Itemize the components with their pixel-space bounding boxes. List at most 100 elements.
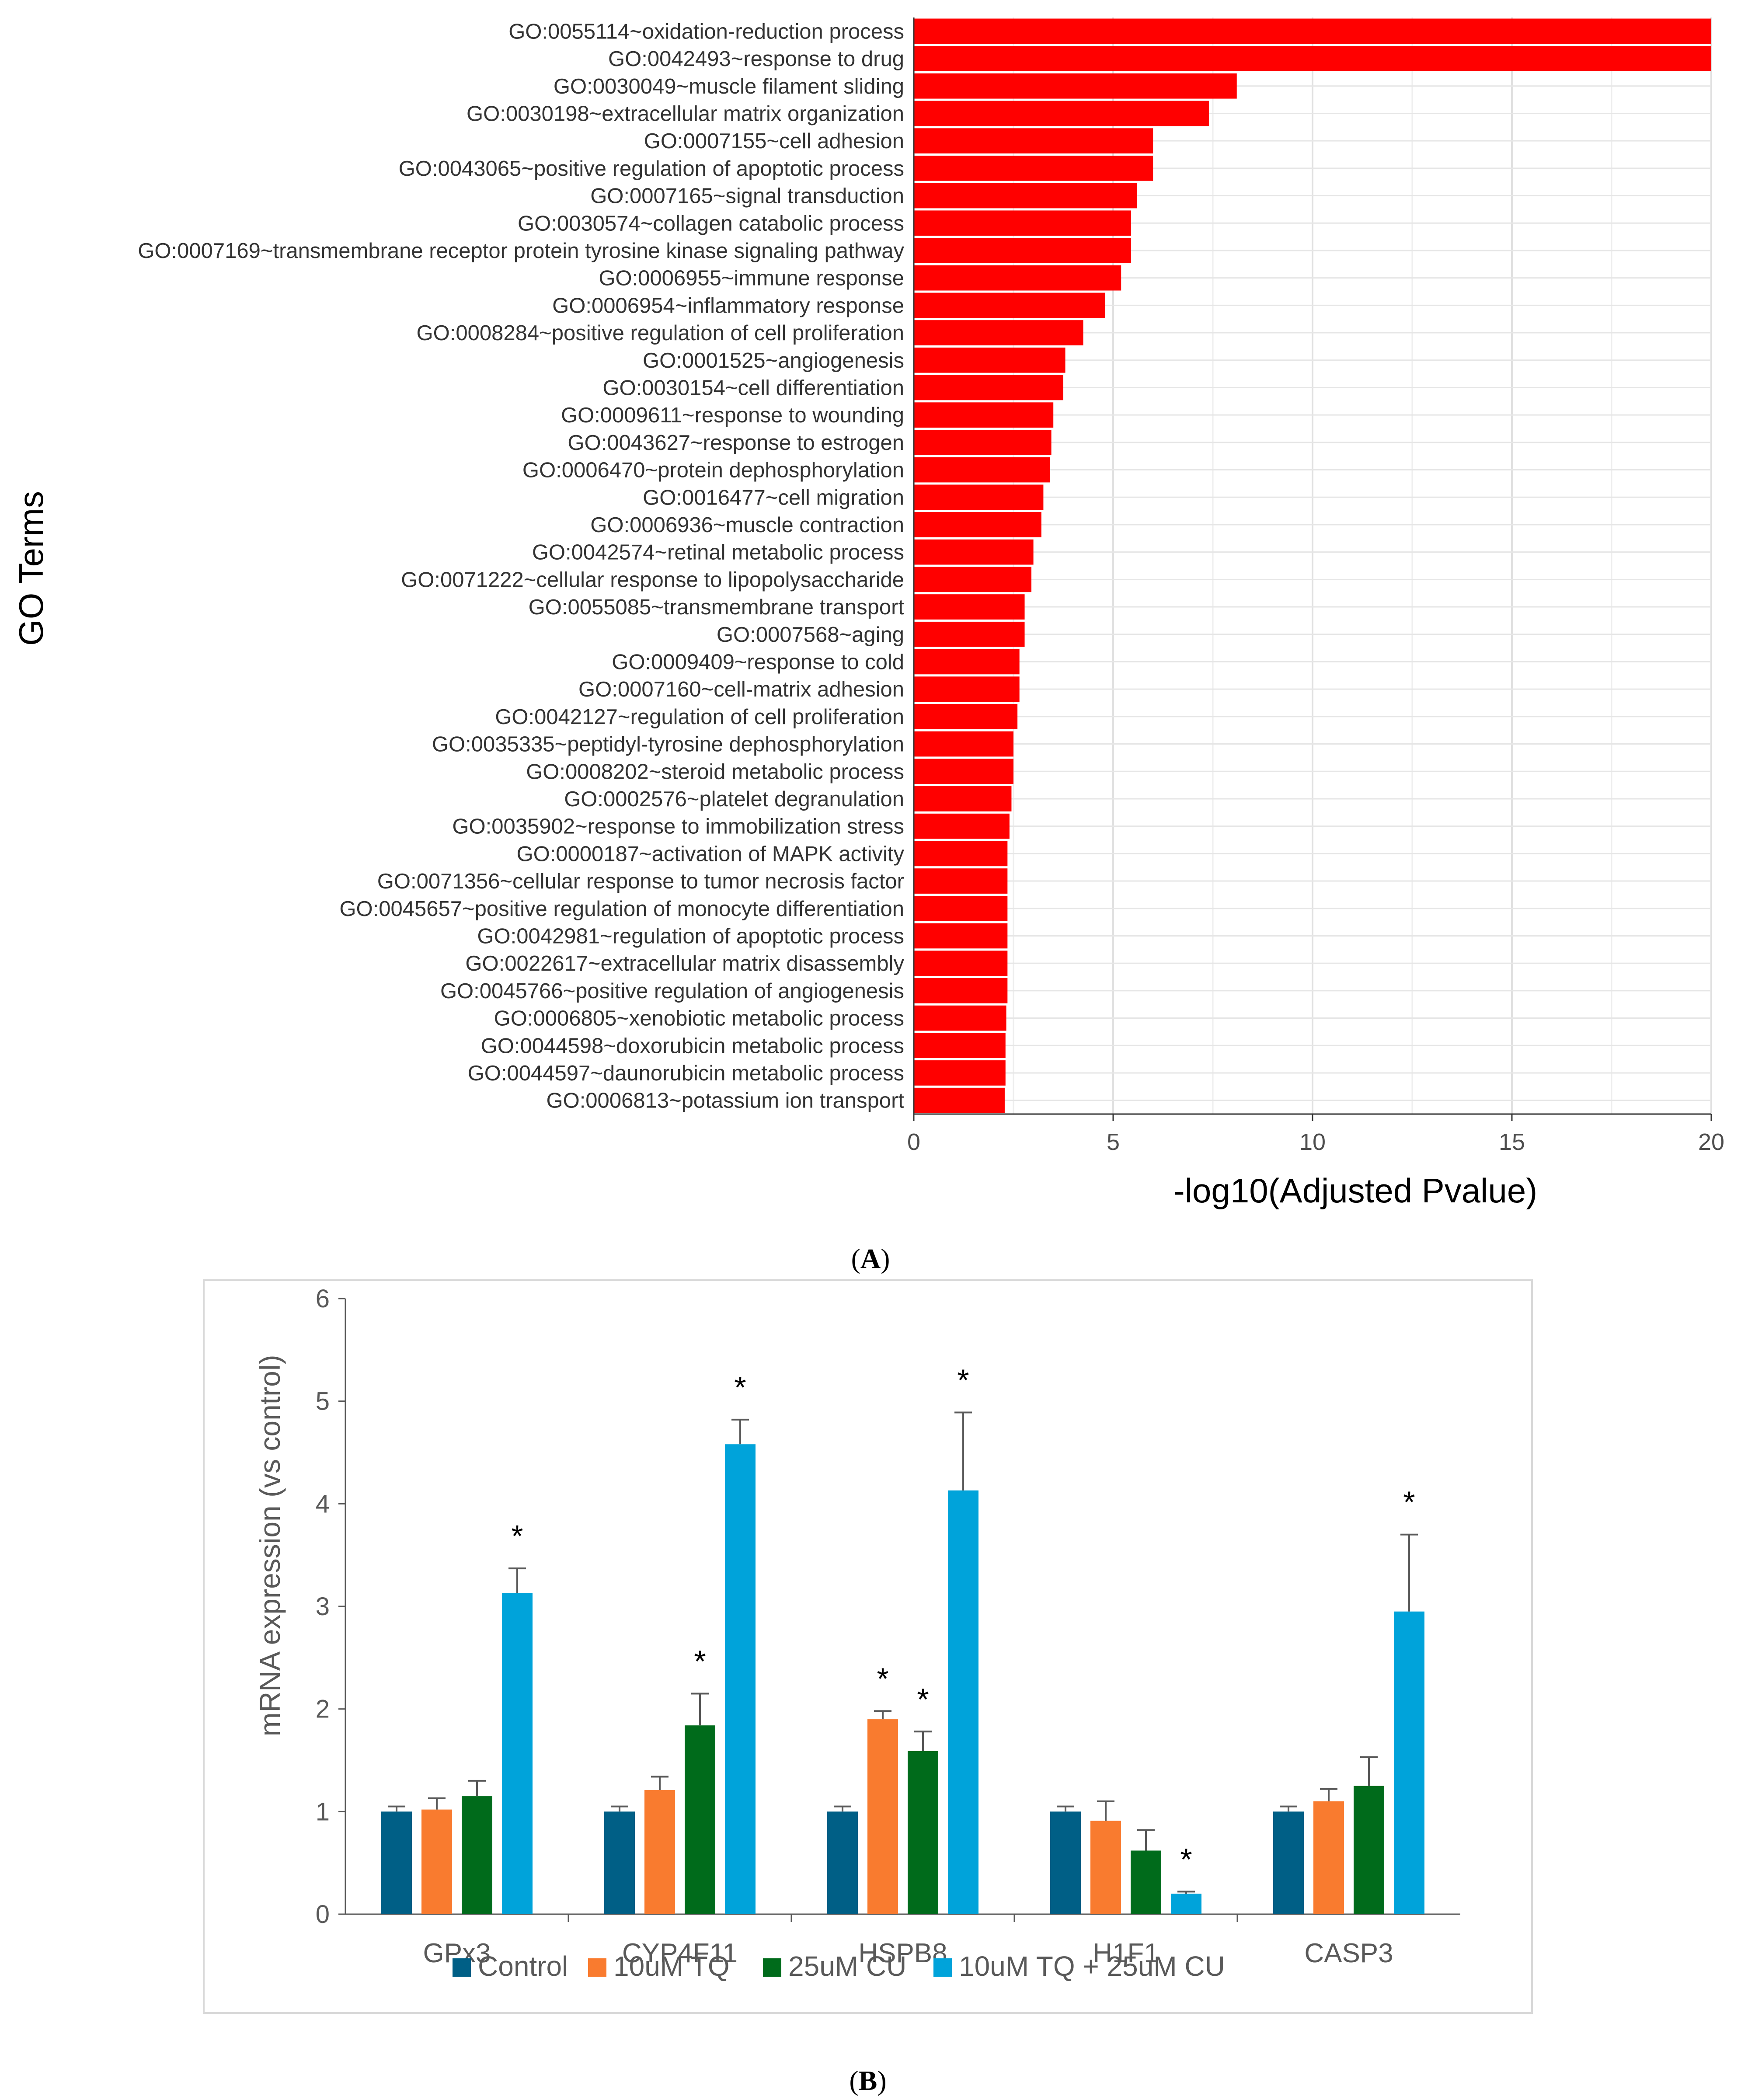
bar (914, 210, 1132, 236)
x-tick-label: 10 (1299, 1129, 1326, 1155)
bar (948, 1490, 978, 1914)
bar (914, 868, 1008, 894)
y-tick-label: 1 (316, 1797, 330, 1826)
category-label: GO:0007155~cell adhesion (644, 129, 904, 153)
bar (914, 347, 1065, 373)
bar (914, 594, 1025, 620)
bar (914, 841, 1008, 867)
panel-b-bars: * * * * * * * * (381, 1363, 1424, 1914)
bar (421, 1809, 452, 1914)
panel-b-y-axis-title: mRNA expression (vs control) (254, 1355, 286, 1737)
bar (914, 978, 1008, 1003)
bar (914, 320, 1083, 345)
category-label: GO:0055114~oxidation-reduction process (508, 20, 904, 43)
bar (914, 895, 1008, 921)
bar (1050, 1811, 1081, 1914)
category-label: GO:0009611~response to wounding (561, 404, 904, 427)
y-tick-label: 2 (316, 1695, 330, 1724)
bar (914, 1060, 1006, 1086)
x-tick-label: 15 (1499, 1129, 1525, 1155)
category-label: GO:0030574~collagen catabolic process (518, 212, 904, 235)
category-label: GO:0016477~cell migration (643, 486, 904, 509)
bar (1313, 1801, 1344, 1914)
bar (1090, 1821, 1121, 1914)
panel-a-bars (914, 18, 1711, 1113)
category-label: GO:0030198~extracellular matrix organiza… (467, 102, 904, 125)
category-label: GO:0044597~daunorubicin metabolic proces… (468, 1062, 904, 1085)
x-category-label: H1F1 (1093, 1938, 1159, 1968)
panel-a-chart: GO:0055114~oxidation-reduction process GO… (12, 17, 1724, 1274)
category-label: GO:0035335~peptidyl-tyrosine dephosphory… (432, 733, 904, 756)
bar (914, 375, 1063, 400)
category-label: GO:0030049~muscle filament sliding (554, 75, 904, 98)
legend-label: 25uM CU (788, 1950, 906, 1982)
category-label: GO:0044598~doxorubicin metabolic process (481, 1034, 904, 1058)
legend-swatch (763, 1958, 781, 1977)
y-tick-label: 6 (316, 1285, 330, 1313)
bar (462, 1796, 492, 1914)
category-label: GO:0006936~muscle contraction (590, 513, 904, 537)
bar (914, 759, 1013, 784)
category-label: GO:0007169~transmembrane receptor protei… (138, 239, 904, 263)
category-label: GO:0043627~response to estrogen (568, 431, 904, 455)
bar (914, 457, 1050, 483)
bar (685, 1725, 715, 1914)
bar (914, 402, 1054, 428)
panel-b-caption-letter: B (859, 2065, 877, 2096)
bar (914, 512, 1041, 537)
bar (1394, 1611, 1424, 1914)
bar (914, 676, 1020, 702)
category-label: GO:0055085~transmembrane transport (529, 596, 905, 619)
x-tick-label: 20 (1698, 1129, 1724, 1155)
bar (914, 951, 1008, 976)
category-label: GO:0030154~cell differentiation (602, 376, 904, 400)
significance-asterisk: * (511, 1519, 523, 1553)
bar (914, 128, 1153, 153)
category-label: GO:0007160~cell-matrix adhesion (578, 678, 904, 701)
x-category-label: HSPB8 (858, 1938, 947, 1968)
category-label: GO:0006805~xenobiotic metabolic process (494, 1007, 904, 1031)
category-label: GO:0022617~extracellular matrix disassem… (465, 952, 904, 975)
category-label: GO:0006954~inflammatory response (552, 294, 904, 317)
bar (914, 813, 1010, 839)
category-label: GO:0002576~platelet degranulation (564, 787, 904, 811)
category-label: GO:0007165~signal transduction (590, 185, 904, 208)
bar (914, 1087, 1005, 1113)
legend-swatch (453, 1958, 471, 1977)
category-label: GO:0042493~response to drug (608, 47, 904, 71)
panel-a-y-axis-title: GO Terms (12, 491, 50, 646)
category-label: GO:0071356~cellular response to tumor ne… (377, 870, 904, 893)
panel-a-x-ticks: 0 5 10 15 20 (907, 1114, 1724, 1155)
significance-asterisk: * (877, 1661, 888, 1696)
bar (914, 430, 1052, 455)
category-label: GO:0042981~regulation of apoptotic proce… (477, 924, 904, 948)
x-category-label: CASP3 (1304, 1938, 1393, 1968)
bar (867, 1719, 898, 1914)
y-tick-label: 3 (316, 1592, 330, 1621)
category-label: GO:0001525~angiogenesis (643, 349, 904, 373)
x-tick-label: 5 (1107, 1129, 1120, 1155)
bar (381, 1811, 412, 1914)
bar (1273, 1811, 1304, 1914)
y-tick-label: 5 (316, 1387, 330, 1416)
bar (914, 46, 1711, 71)
category-label: GO:0042574~retinal metabolic process (532, 541, 904, 564)
y-tick-label: 4 (316, 1490, 330, 1518)
category-label: GO:0071222~cellular response to lipopoly… (401, 568, 904, 592)
significance-asterisk: * (1403, 1485, 1415, 1519)
bar (914, 649, 1020, 675)
x-category-label: CYP4F11 (622, 1938, 738, 1968)
bar (914, 621, 1025, 647)
bar (914, 293, 1105, 318)
bar (914, 265, 1121, 291)
panel-a-caption-letter: A (860, 1243, 881, 1274)
panel-a-caption: (A) (851, 1243, 890, 1274)
panel-a-category-labels: GO:0055114~oxidation-reduction process GO… (138, 20, 904, 1112)
bar (1171, 1894, 1201, 1914)
y-tick-label: 0 (316, 1900, 330, 1929)
bar (914, 156, 1153, 181)
category-label: GO:0045657~positive regulation of monocy… (339, 897, 904, 921)
significance-asterisk: * (1180, 1842, 1192, 1876)
category-label: GO:0042127~regulation of cell proliferat… (495, 705, 904, 729)
